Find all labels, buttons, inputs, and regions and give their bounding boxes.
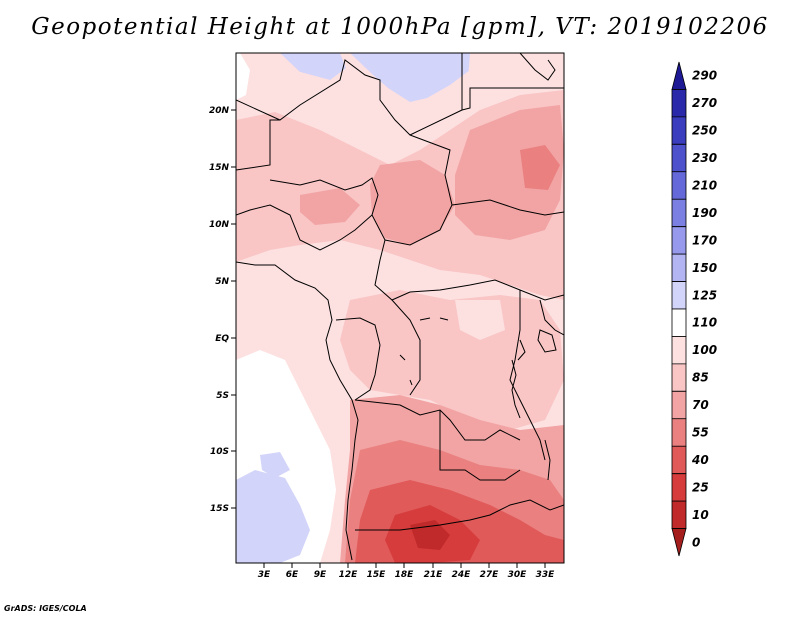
lat-label: 15S: [210, 504, 229, 514]
colorbar-label: 150: [692, 261, 717, 275]
field-congo-light: [455, 300, 505, 340]
border-drc-east: [509, 290, 546, 461]
colorbar-segment: [671, 116, 687, 145]
colorbar-label: 125: [692, 288, 717, 302]
colorbar-label: 85: [692, 371, 709, 385]
map-title: Geopotential Height at 1000hPa [gpm], VT…: [31, 14, 769, 40]
colorbar-segment: [671, 418, 687, 447]
colorbar-label: 190: [692, 206, 717, 220]
colorbar-label: 250: [692, 124, 717, 138]
footer-credit: GrADS: IGES/COLA: [4, 604, 87, 613]
lake-victoria: [537, 329, 557, 353]
border-egypt-sudan: [461, 87, 564, 111]
colorbar-segment: [671, 528, 687, 557]
colorbar-segment: [671, 308, 687, 337]
field-core-nigeria: [300, 188, 360, 225]
field-white-nw: [236, 53, 250, 100]
colorbar-label: 40: [691, 453, 709, 467]
border-congo: [335, 317, 381, 401]
colorbar-label: 25: [692, 480, 709, 494]
colorbar-label: 100: [692, 343, 717, 357]
lon-label: 21E: [424, 570, 444, 580]
lake-tanganyika: [511, 359, 521, 419]
field-blue-north: [280, 53, 346, 80]
border-sudan-south: [451, 199, 564, 216]
border-algeria-libya: [236, 53, 463, 136]
field-blue-blob: [260, 452, 290, 478]
lat-label: 20N: [209, 106, 230, 116]
field-blue-north-2: [350, 53, 470, 102]
lon-label: 3E: [258, 570, 271, 580]
colorbar-segment: [671, 143, 687, 173]
colorbar-segment: [671, 445, 687, 475]
colorbar-segment: [671, 198, 687, 228]
lon-label: 33E: [536, 570, 556, 580]
lat-label: 15N: [209, 163, 230, 173]
colorbar-label: 55: [692, 426, 709, 440]
height-field: [236, 53, 564, 563]
lake-malawi: [544, 439, 551, 481]
colorbar-segment: [671, 363, 687, 392]
lat-label: 5N: [215, 277, 229, 287]
border-mali: [236, 119, 280, 171]
border-niger: [269, 177, 386, 241]
colorbar-segment: [671, 226, 687, 255]
colorbar-label: 210: [692, 179, 717, 193]
colorbar-label: 270: [692, 96, 717, 110]
border-namibia: [355, 504, 511, 531]
lon-label: 18E: [395, 570, 415, 580]
colorbar-label: 290: [692, 69, 717, 83]
lon-label: 27E: [480, 570, 500, 580]
lon-label: 12E: [339, 570, 359, 580]
lon-label: 24E: [452, 570, 472, 580]
border-angola-zambia: [439, 410, 521, 481]
lon-label: 15E: [367, 570, 387, 580]
field-core-chad: [370, 160, 455, 245]
colorbar-label: 10: [692, 508, 709, 522]
colorbar-label: 230: [692, 151, 717, 165]
field-core-east: [520, 145, 560, 190]
colorbar-label: 170: [692, 233, 717, 247]
colorbar: 2902702502302101901701501251101008570554…: [671, 61, 717, 557]
lat-label: EQ: [215, 334, 229, 344]
field-blue-sw: [236, 470, 310, 563]
border-angola-north: [354, 399, 521, 441]
lon-label: 9E: [314, 570, 327, 580]
border-nigeria: [236, 204, 373, 251]
lon-label: 6E: [286, 570, 299, 580]
colorbar-segment: [671, 61, 687, 90]
coastline-west: [236, 261, 359, 561]
lon-label: 30E: [508, 570, 528, 580]
colorbar-segment: [671, 500, 687, 529]
colorbar-segment: [671, 89, 687, 118]
field-congo: [340, 290, 564, 430]
lat-label: 10S: [210, 447, 229, 457]
colorbar-label: 0: [692, 535, 700, 549]
border-drc-west: [391, 299, 421, 396]
colorbar-label: 110: [692, 316, 717, 330]
border-car: [374, 239, 564, 301]
colorbar-segment: [671, 473, 687, 502]
colorbar-segment: [671, 253, 687, 282]
coast-red-sea: [519, 53, 556, 81]
field-light-sahara: [282, 70, 480, 140]
colorbar-segment: [671, 390, 687, 420]
border-uganda: [539, 299, 564, 336]
borders: [236, 53, 564, 561]
colorbar-label: 70: [692, 398, 709, 412]
border-zimbabwe: [509, 499, 564, 511]
map-frame: [235, 52, 565, 564]
lat-label: 5S: [216, 391, 229, 401]
lon-axis: 3E 6E 9E 12E 15E 18E 21E 24E 27E 30E 33E: [258, 563, 555, 580]
lat-axis: 20N 15N 10N 5N EQ 5S 10S 15S: [209, 106, 236, 514]
colorbar-segment: [671, 281, 687, 310]
field-core-sudan: [455, 105, 564, 240]
lat-label: 10N: [209, 220, 230, 230]
colorbar-segment: [671, 171, 687, 200]
colorbar-segment: [671, 336, 687, 365]
rivers: [399, 317, 449, 386]
lake-kivu: [517, 339, 526, 361]
